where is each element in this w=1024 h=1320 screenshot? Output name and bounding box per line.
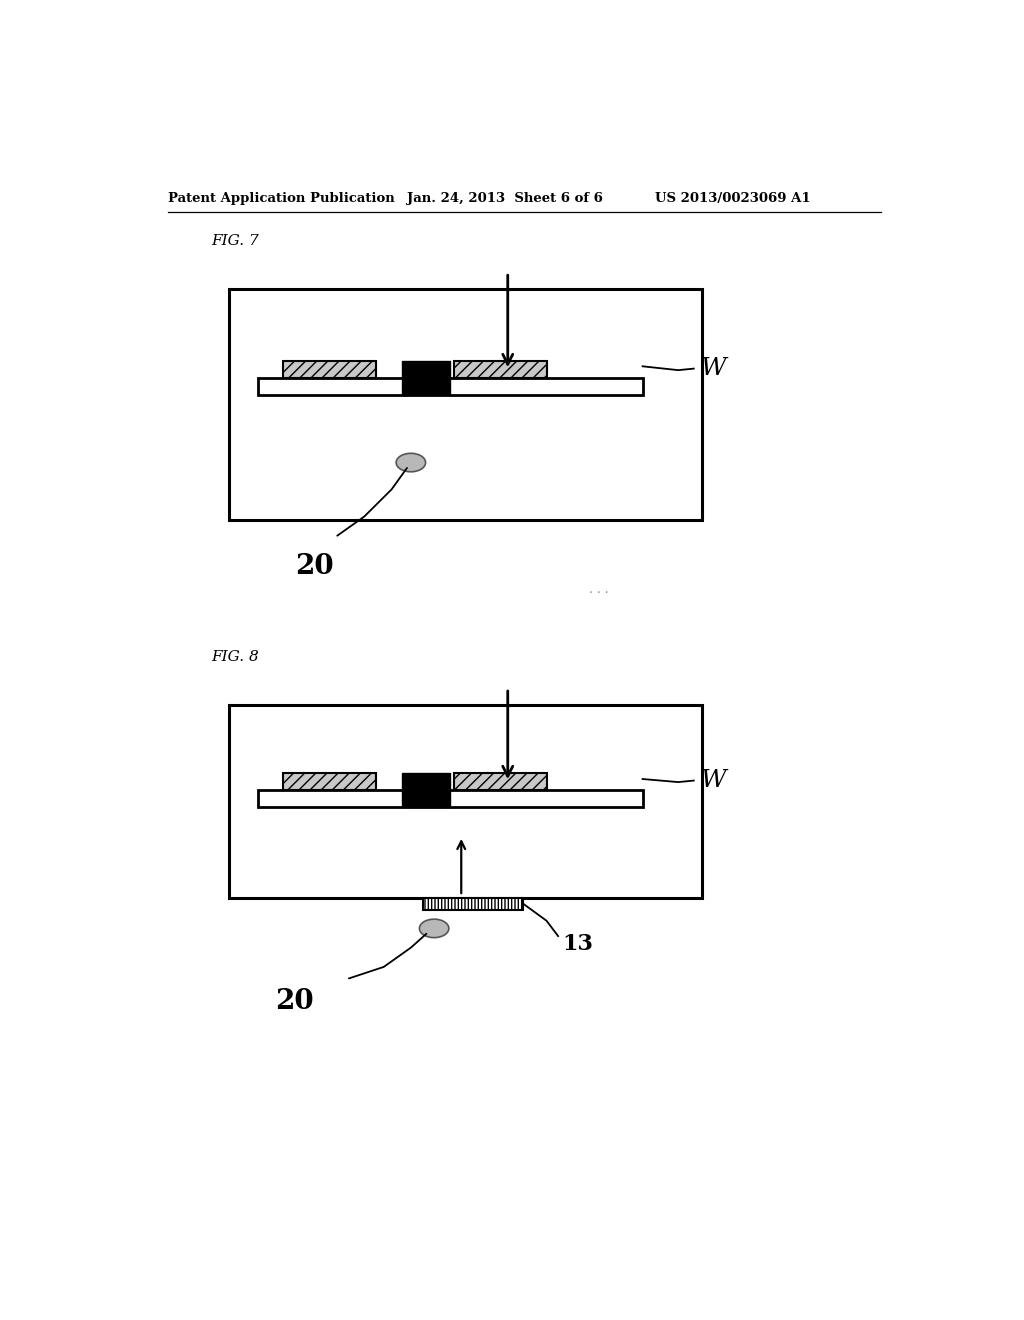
Text: Jan. 24, 2013  Sheet 6 of 6: Jan. 24, 2013 Sheet 6 of 6 [407, 191, 603, 205]
Text: Patent Application Publication: Patent Application Publication [168, 191, 395, 205]
Text: 20: 20 [275, 989, 314, 1015]
Bar [401, 774, 450, 807]
Bar [454, 360, 547, 378]
Ellipse shape [396, 453, 426, 471]
Text: FIG. 7: FIG. 7 [212, 235, 259, 248]
Text: US 2013/0023069 A1: US 2013/0023069 A1 [655, 191, 811, 205]
Ellipse shape [420, 919, 449, 937]
Bar [258, 378, 643, 395]
Bar [228, 705, 701, 898]
Bar [401, 360, 450, 395]
Bar [423, 898, 523, 909]
Text: FIG. 8: FIG. 8 [212, 651, 259, 664]
Bar [283, 360, 376, 378]
Text: W: W [700, 358, 726, 380]
Bar [454, 774, 547, 789]
Text: 20: 20 [295, 553, 334, 579]
Bar [228, 289, 701, 520]
Text: W: W [700, 770, 726, 792]
Text: . . .: . . . [589, 583, 608, 597]
Text: 13: 13 [562, 933, 593, 954]
Bar [258, 789, 643, 807]
Bar [283, 774, 376, 789]
